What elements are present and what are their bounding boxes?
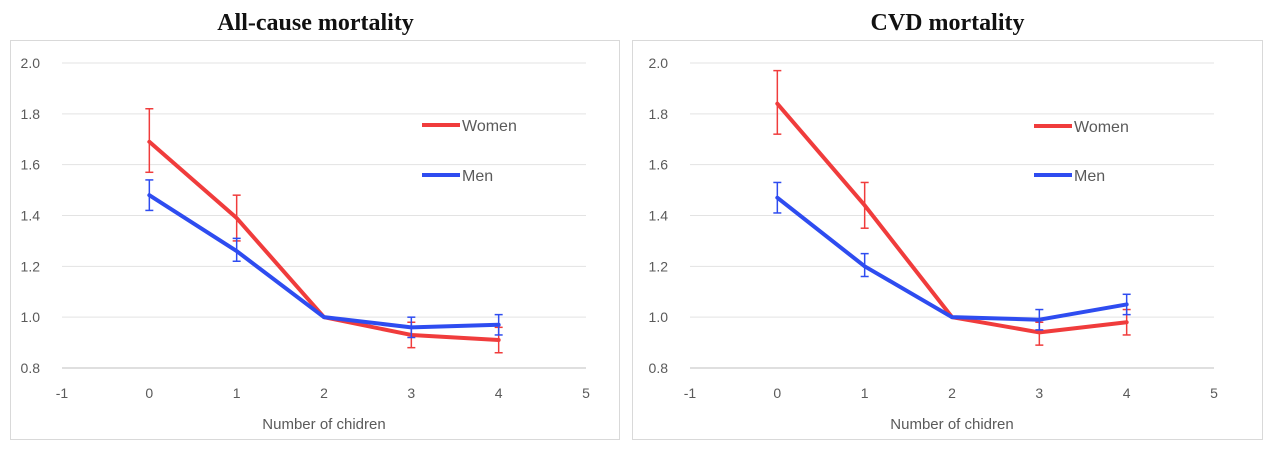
y-tick-label: 1.6	[21, 157, 41, 173]
x-tick-label: 1	[233, 385, 241, 401]
data-point	[863, 203, 867, 207]
y-tick-label: 1.8	[649, 106, 669, 122]
y-tick-label: 0.8	[649, 360, 669, 376]
x-tick-label: 5	[1210, 385, 1218, 401]
x-tick-label: 1	[861, 385, 869, 401]
chart-frame	[10, 40, 620, 440]
x-tick-label: -1	[684, 385, 697, 401]
data-point	[1037, 318, 1041, 322]
data-point	[775, 102, 779, 106]
y-tick-label: 2.0	[649, 55, 669, 71]
legend-label: Men	[1074, 168, 1105, 185]
data-point	[950, 315, 954, 319]
y-tick-label: 1.4	[21, 208, 41, 224]
all-cause-plot: 0.8 1.0 1.2 1.4 1.6 1.8 2.0 -1 0 1 2 3 4 5 Number of c…	[10, 40, 620, 440]
y-tick-label: 1.2	[649, 258, 669, 274]
y-tick-label: 2.0	[21, 55, 41, 71]
x-tick-label: 0	[773, 385, 781, 401]
y-tick-label: 1.0	[649, 309, 669, 325]
legend-label: Women	[462, 118, 517, 135]
chart-frame	[632, 40, 1263, 440]
y-tick-label: 1.2	[21, 258, 41, 274]
x-tick-label: 5	[582, 385, 590, 401]
series-line	[775, 195, 1129, 322]
series-men	[773, 181, 1131, 331]
y-tick-label: 1.0	[21, 309, 41, 325]
all-cause-chart-panel: All-cause mortality 0.8 1.0 1.2 1.4 1.6 1.8 2.…	[0, 0, 631, 451]
x-tick-label: 2	[320, 385, 328, 401]
x-tick-label: 4	[495, 385, 503, 401]
y-tick-label: 1.6	[649, 157, 669, 173]
data-point	[1125, 302, 1129, 306]
data-point	[322, 315, 326, 319]
data-point	[147, 193, 151, 197]
legend-label: Women	[1074, 119, 1129, 136]
x-tick-label: 4	[1123, 385, 1131, 401]
x-tick-label: -1	[56, 385, 69, 401]
legend-label: Men	[462, 168, 493, 185]
x-axis-label: Number of chidren	[890, 416, 1013, 433]
series-line	[147, 139, 501, 343]
y-tick-label: 1.8	[21, 106, 41, 122]
series-line	[147, 193, 501, 330]
series-men	[145, 179, 503, 339]
y-tick-label: 0.8	[21, 360, 41, 376]
data-point	[235, 216, 239, 220]
x-axis-label: Number of chidren	[262, 416, 385, 433]
data-point	[147, 140, 151, 144]
data-point	[775, 196, 779, 200]
data-point	[497, 338, 501, 342]
data-point	[1125, 320, 1129, 324]
chart-title: CVD mortality	[870, 10, 1025, 36]
data-point	[409, 325, 413, 329]
data-point	[863, 264, 867, 268]
x-tick-label: 3	[407, 385, 415, 401]
y-tick-label: 1.4	[649, 208, 669, 224]
x-tick-label: 0	[145, 385, 153, 401]
cvd-chart-panel: CVD mortality 0.8 1.0 1.2 1.4 1.6 1.8 2.0 -1 0 1 2…	[632, 0, 1263, 451]
x-tick-label: 2	[948, 385, 956, 401]
x-tick-label: 3	[1035, 385, 1043, 401]
chart-title: All-cause mortality	[217, 10, 414, 36]
series-line	[775, 101, 1129, 335]
data-point	[235, 249, 239, 253]
data-point	[1037, 330, 1041, 334]
cvd-plot: 0.8 1.0 1.2 1.4 1.6 1.8 2.0 -1 0 1 2 3 4 5 Number of c…	[632, 40, 1263, 440]
data-point	[497, 323, 501, 327]
series-women	[773, 69, 1131, 346]
